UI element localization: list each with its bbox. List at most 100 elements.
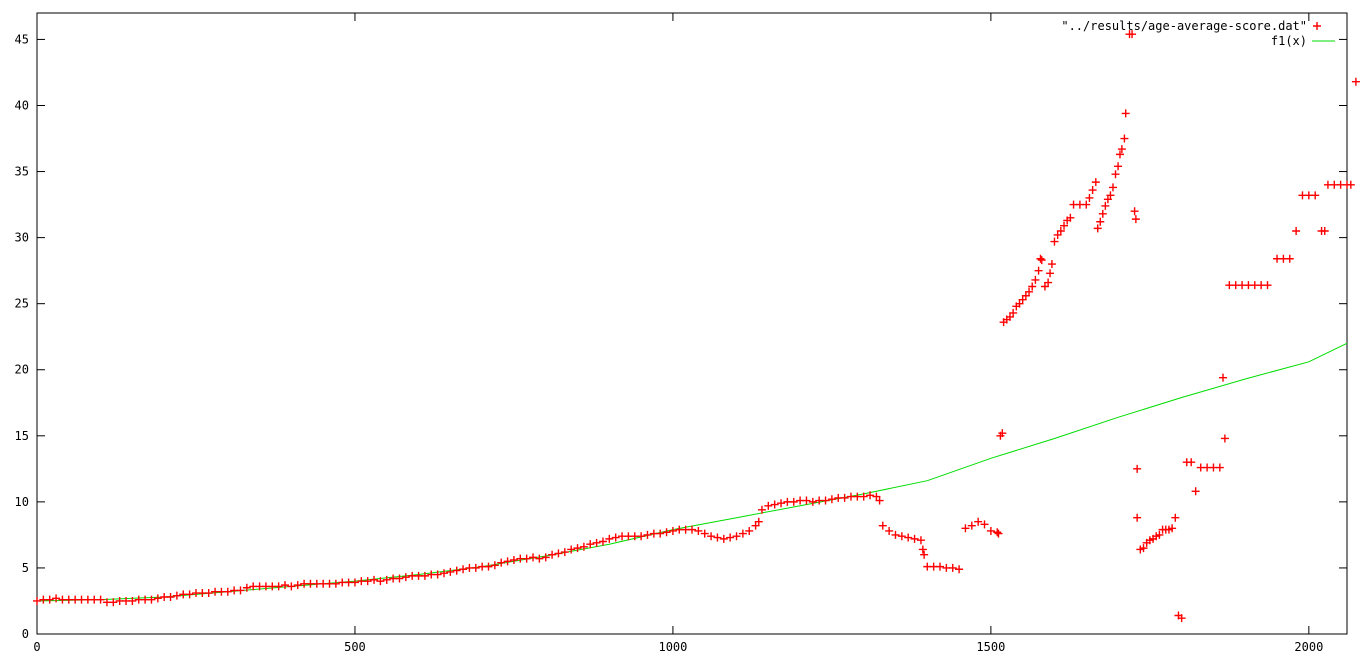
data-point <box>878 521 887 530</box>
data-point <box>643 530 652 539</box>
data-point <box>236 586 245 595</box>
data-point <box>891 530 900 539</box>
data-point <box>497 558 506 567</box>
data-point <box>1037 256 1046 265</box>
data-point <box>1292 227 1301 236</box>
axes <box>36 12 1348 635</box>
data-point <box>821 496 830 505</box>
data-point <box>859 492 868 501</box>
data-point <box>1044 278 1053 287</box>
data-point <box>948 563 957 572</box>
data-point <box>700 529 709 538</box>
data-point <box>1133 513 1142 522</box>
y-tick-label: 0 <box>22 627 29 641</box>
data-point <box>1155 530 1164 539</box>
data-point <box>1085 193 1094 202</box>
data-point <box>980 520 989 529</box>
data-point <box>961 524 970 533</box>
data-point <box>918 545 927 554</box>
data-point <box>993 528 1002 537</box>
data-point <box>147 595 156 604</box>
data-point <box>802 496 811 505</box>
data-point <box>1108 183 1117 192</box>
data-point <box>529 553 538 562</box>
data-point <box>1120 134 1129 143</box>
data-point <box>866 491 875 500</box>
data-point <box>1050 237 1059 246</box>
data-point <box>1311 191 1320 200</box>
data-point <box>554 549 563 558</box>
data-point <box>172 591 181 600</box>
data-point <box>920 550 929 559</box>
x-tick-label: 1500 <box>976 640 1005 654</box>
data-point <box>789 497 798 506</box>
data-point <box>1191 487 1200 496</box>
fit-line <box>36 342 1348 602</box>
data-point <box>1128 30 1137 39</box>
data-point <box>1130 207 1139 216</box>
data-point <box>1028 282 1037 291</box>
data-point <box>535 554 544 563</box>
data-point <box>1115 150 1124 159</box>
tick-labels: 0 500 1000 1500 2000 0 5 10 15 20 25 30 35 40 45 <box>15 32 1324 654</box>
plot-frame <box>36 12 1348 635</box>
data-point <box>471 563 480 572</box>
data-point <box>713 533 722 542</box>
data-point <box>707 532 716 541</box>
data-point <box>548 550 557 559</box>
data-point <box>433 570 442 579</box>
data-point <box>777 499 786 508</box>
data-point <box>567 545 576 554</box>
data-point <box>370 575 379 584</box>
data-point <box>598 537 607 546</box>
data-point <box>363 577 372 586</box>
data-point <box>998 429 1007 438</box>
data-point <box>1171 513 1180 522</box>
y-tick-label: 20 <box>15 363 29 377</box>
data-point <box>611 533 620 542</box>
data-point <box>420 571 429 580</box>
data-point <box>592 538 601 547</box>
data-point <box>1034 266 1043 275</box>
fit-line-group <box>36 342 1348 602</box>
data-point <box>955 565 964 574</box>
data-point <box>573 544 582 553</box>
data-point <box>1220 434 1229 443</box>
data-point <box>1066 213 1075 222</box>
legend-label-data: "../results/age-average-score.dat" <box>1061 19 1307 33</box>
data-point <box>382 575 391 584</box>
data-point <box>446 567 455 576</box>
data-point <box>757 505 766 514</box>
data-point <box>1168 524 1177 533</box>
data-point <box>1131 215 1140 224</box>
data-point <box>185 590 194 599</box>
data-point <box>401 573 410 582</box>
data-point <box>754 517 763 526</box>
data-point <box>904 533 913 542</box>
data-point <box>223 587 232 596</box>
data-point <box>439 569 448 578</box>
data-point <box>745 526 754 535</box>
data-point <box>33 596 41 605</box>
data-point <box>840 493 849 502</box>
data-point <box>875 496 884 505</box>
data-point <box>281 581 290 590</box>
data-point <box>1025 287 1034 296</box>
data-point <box>109 598 118 607</box>
data-point <box>1098 209 1107 218</box>
data-point <box>688 525 696 534</box>
data-point <box>668 526 677 535</box>
data-point <box>967 521 976 530</box>
data-point <box>376 577 385 586</box>
data-point <box>994 529 1003 538</box>
x-tick-label: 2000 <box>1294 640 1323 654</box>
data-point <box>1093 224 1102 233</box>
data-point <box>522 554 531 563</box>
y-tick-label: 35 <box>15 165 29 179</box>
data-point <box>662 528 671 537</box>
data-point <box>1219 373 1227 382</box>
data-point <box>738 529 747 538</box>
legend: "../results/age-average-score.dat" f1(x) <box>1061 19 1335 48</box>
data-point <box>656 529 665 538</box>
data-point <box>1263 281 1272 290</box>
